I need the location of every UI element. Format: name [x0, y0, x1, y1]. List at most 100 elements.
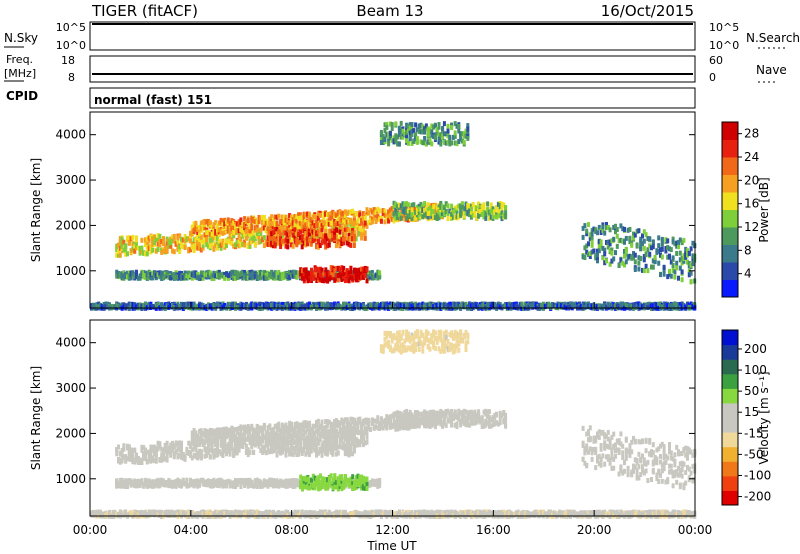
- echo-cell: [181, 244, 185, 250]
- echo-cell: [111, 510, 115, 516]
- echo-cell: [201, 219, 205, 225]
- echo-cell: [529, 303, 533, 309]
- echo-cell: [232, 229, 236, 235]
- echo-cell: [142, 270, 146, 276]
- nave-tick-bottom: 0: [709, 71, 716, 84]
- echo-cell: [365, 278, 369, 284]
- echo-cell: [306, 211, 310, 217]
- echo-cell: [668, 253, 671, 259]
- echo-cell: [169, 509, 173, 515]
- echo-cell: [279, 230, 283, 236]
- echo-cell: [349, 266, 353, 272]
- echo-cell: [304, 231, 308, 237]
- echo-cell: [167, 301, 171, 307]
- echo-cell: [297, 212, 301, 218]
- echo-cell: [280, 238, 284, 244]
- echo-cell: [329, 237, 333, 243]
- echo-cell: [617, 238, 621, 244]
- echo-cell: [675, 243, 679, 249]
- echo-cell: [190, 275, 194, 281]
- echo-cell: [689, 301, 693, 307]
- echo-cell: [300, 237, 304, 243]
- echo-cell: [208, 220, 212, 226]
- echo-cell: [171, 248, 174, 254]
- echo-cell: [496, 213, 500, 219]
- echo-cell: [466, 203, 470, 209]
- echo-cell: [234, 301, 237, 307]
- echo-cell: [423, 129, 427, 135]
- echo-cell: [219, 242, 223, 248]
- echo-cell: [558, 301, 562, 307]
- echo-cell: [367, 274, 371, 280]
- echo-cell: [216, 223, 219, 229]
- echo-cell: [133, 248, 137, 254]
- echo-cell: [399, 203, 403, 209]
- echo-cell: [118, 304, 122, 310]
- echo-cell: [662, 264, 666, 270]
- echo-cell: [286, 244, 290, 250]
- echo-cell: [162, 248, 165, 254]
- echo-cell: [419, 139, 423, 145]
- echo-cell: [475, 215, 479, 221]
- echo-cell: [345, 224, 349, 230]
- echo-cell: [415, 216, 419, 222]
- echo-cell: [675, 260, 679, 266]
- echo-cell: [473, 212, 477, 218]
- echo-cell: [329, 215, 333, 221]
- echo-cell: [466, 130, 470, 136]
- echo-cell: [325, 242, 329, 248]
- echo-cell: [253, 219, 257, 225]
- echo-cell: [324, 226, 328, 232]
- echo-cell: [518, 302, 522, 308]
- echo-cell: [122, 304, 126, 310]
- echo-cell: [677, 244, 680, 250]
- echo-cell: [237, 512, 241, 518]
- echo-cell: [311, 220, 315, 226]
- echo-cell: [340, 265, 344, 271]
- echo-cell: [345, 268, 349, 274]
- echo-cell: [351, 228, 355, 233]
- colorbar-tick-label: 28: [744, 127, 759, 141]
- echo-cell: [207, 221, 210, 227]
- echo-cell: [360, 232, 364, 238]
- echo-cell: [482, 211, 486, 216]
- echo-cell: [271, 230, 275, 236]
- echo-cell: [190, 510, 194, 516]
- echo-cell: [682, 258, 686, 264]
- echo-cell: [250, 271, 254, 277]
- echo-cell: [158, 242, 162, 248]
- echo-cell: [410, 122, 414, 128]
- echo-cell: [466, 123, 470, 129]
- echo-cell: [651, 239, 655, 245]
- echo-cell: [601, 245, 605, 251]
- echo-cell: [574, 302, 578, 308]
- echo-cell: [603, 251, 607, 257]
- echo-cell: [343, 213, 347, 219]
- echo-cell: [163, 248, 167, 254]
- echo-cell: [194, 226, 198, 232]
- echo-cell: [388, 207, 392, 213]
- echo-cell: [244, 302, 248, 308]
- echo-cell: [345, 237, 349, 243]
- echo-cell: [264, 303, 268, 309]
- echo-cell: [217, 301, 221, 307]
- echo-cell: [421, 129, 425, 135]
- echo-cell: [347, 218, 351, 224]
- echo-cell: [426, 202, 430, 208]
- echo-cell: [223, 229, 227, 235]
- echo-cell: [322, 215, 326, 221]
- echo-cell: [327, 233, 331, 238]
- echo-cell: [596, 304, 599, 310]
- echo-cell: [210, 231, 214, 237]
- echo-cell: [115, 252, 119, 258]
- echo-cell: [289, 272, 293, 278]
- echo-cell: [342, 227, 346, 233]
- echo-cell: [343, 236, 347, 242]
- echo-cell: [408, 210, 412, 215]
- echo-cell: [495, 214, 499, 220]
- echo-cell: [264, 509, 268, 515]
- echo-cell: [329, 228, 333, 234]
- echo-cell: [421, 140, 425, 146]
- echo-cell: [295, 242, 299, 248]
- echo-cell: [417, 206, 421, 212]
